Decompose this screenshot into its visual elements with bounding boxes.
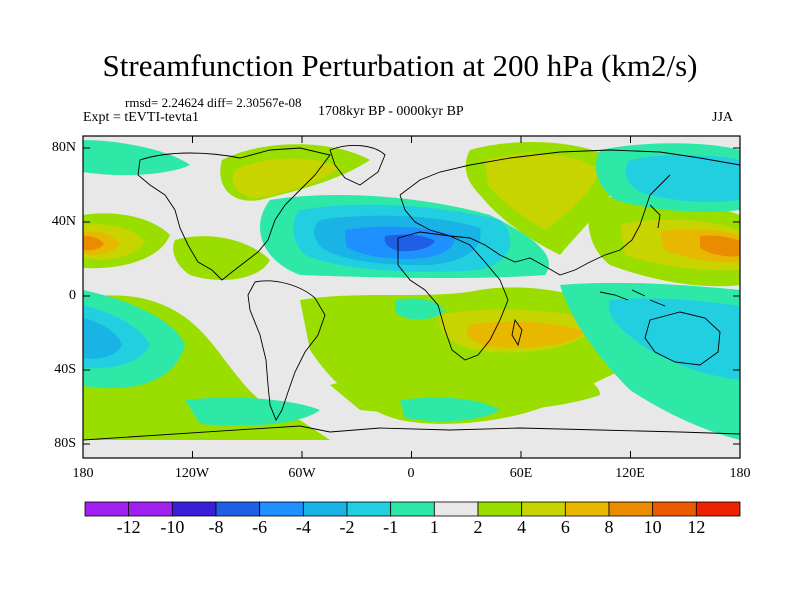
colorbar-label: -6 bbox=[252, 517, 268, 537]
colorbar bbox=[84, 501, 741, 517]
colorbar-box bbox=[302, 501, 348, 517]
coastline-greenland bbox=[329, 144, 386, 186]
map-title: Streamfunction Perturbation at 200 hPa (… bbox=[102, 48, 698, 83]
lat-label-80s: 80S bbox=[54, 436, 76, 451]
coastline-antarctica bbox=[83, 425, 740, 441]
colorbar-box bbox=[128, 501, 173, 517]
colorbar-label: -2 bbox=[339, 517, 355, 537]
lat-label-40s: 40S bbox=[54, 362, 76, 377]
colorbar-label: 4 bbox=[517, 517, 527, 537]
coastline-japan bbox=[649, 204, 661, 229]
coastline-eurasia bbox=[399, 149, 740, 276]
colorbar-label: 6 bbox=[560, 517, 570, 537]
colorbar-box bbox=[171, 501, 217, 517]
colorbar-label: -10 bbox=[160, 517, 185, 537]
colorbar-label: -1 bbox=[383, 517, 399, 537]
coastline-south-america bbox=[247, 280, 326, 422]
colorbar-label: 8 bbox=[604, 517, 614, 537]
experiment-label: Expt = tEVTI-tevta1 bbox=[83, 110, 199, 125]
colorbar-box bbox=[564, 501, 610, 517]
lat-label-40n: 40N bbox=[51, 214, 76, 229]
colorbar-box bbox=[521, 501, 566, 517]
colorbar-label: -8 bbox=[208, 517, 224, 537]
coastline-indonesia bbox=[599, 289, 666, 307]
colorbar-box bbox=[695, 501, 741, 517]
axis-ticks bbox=[82, 136, 741, 458]
colorbar-label: 2 bbox=[473, 517, 483, 537]
colorbar-box bbox=[652, 501, 697, 517]
colorbar-box bbox=[84, 501, 130, 517]
lon-label-180e: 180 bbox=[729, 466, 751, 481]
colorbar-box bbox=[259, 501, 304, 517]
colorbar-box bbox=[390, 501, 435, 517]
colorbar-label: -12 bbox=[116, 517, 141, 537]
period-label: 1708kyr BP - 0000kyr BP bbox=[318, 104, 464, 119]
lon-label-0: 0 bbox=[407, 466, 415, 481]
lon-label-60e: 60E bbox=[509, 466, 533, 481]
colorbar-label: 1 bbox=[429, 517, 439, 537]
colorbar-box bbox=[433, 501, 479, 517]
lat-label-0: 0 bbox=[69, 288, 76, 303]
lon-label-120w: 120W bbox=[174, 466, 210, 481]
lon-label-180w: 180 bbox=[72, 466, 94, 481]
coastline-north-america bbox=[137, 147, 331, 281]
colorbar-label: 12 bbox=[687, 517, 706, 537]
coastlines bbox=[83, 144, 740, 441]
colorbar-box bbox=[608, 501, 654, 517]
lon-label-60w: 60W bbox=[288, 466, 316, 481]
colorbar-box bbox=[477, 501, 523, 517]
colorbar-label: -4 bbox=[295, 517, 311, 537]
colorbar-box bbox=[215, 501, 261, 517]
coastline-africa bbox=[397, 231, 509, 361]
coastline-madagascar bbox=[511, 318, 523, 347]
colorbar-box bbox=[346, 501, 392, 517]
lon-label-120e: 120E bbox=[615, 466, 645, 481]
season-label: JJA bbox=[712, 110, 734, 125]
coastline-australia bbox=[644, 311, 721, 366]
rmsd-label: rmsd= 2.24624 diff= 2.30567e-08 bbox=[125, 95, 302, 110]
lat-label-80n: 80N bbox=[51, 140, 76, 155]
colorbar-label: 10 bbox=[643, 517, 662, 537]
